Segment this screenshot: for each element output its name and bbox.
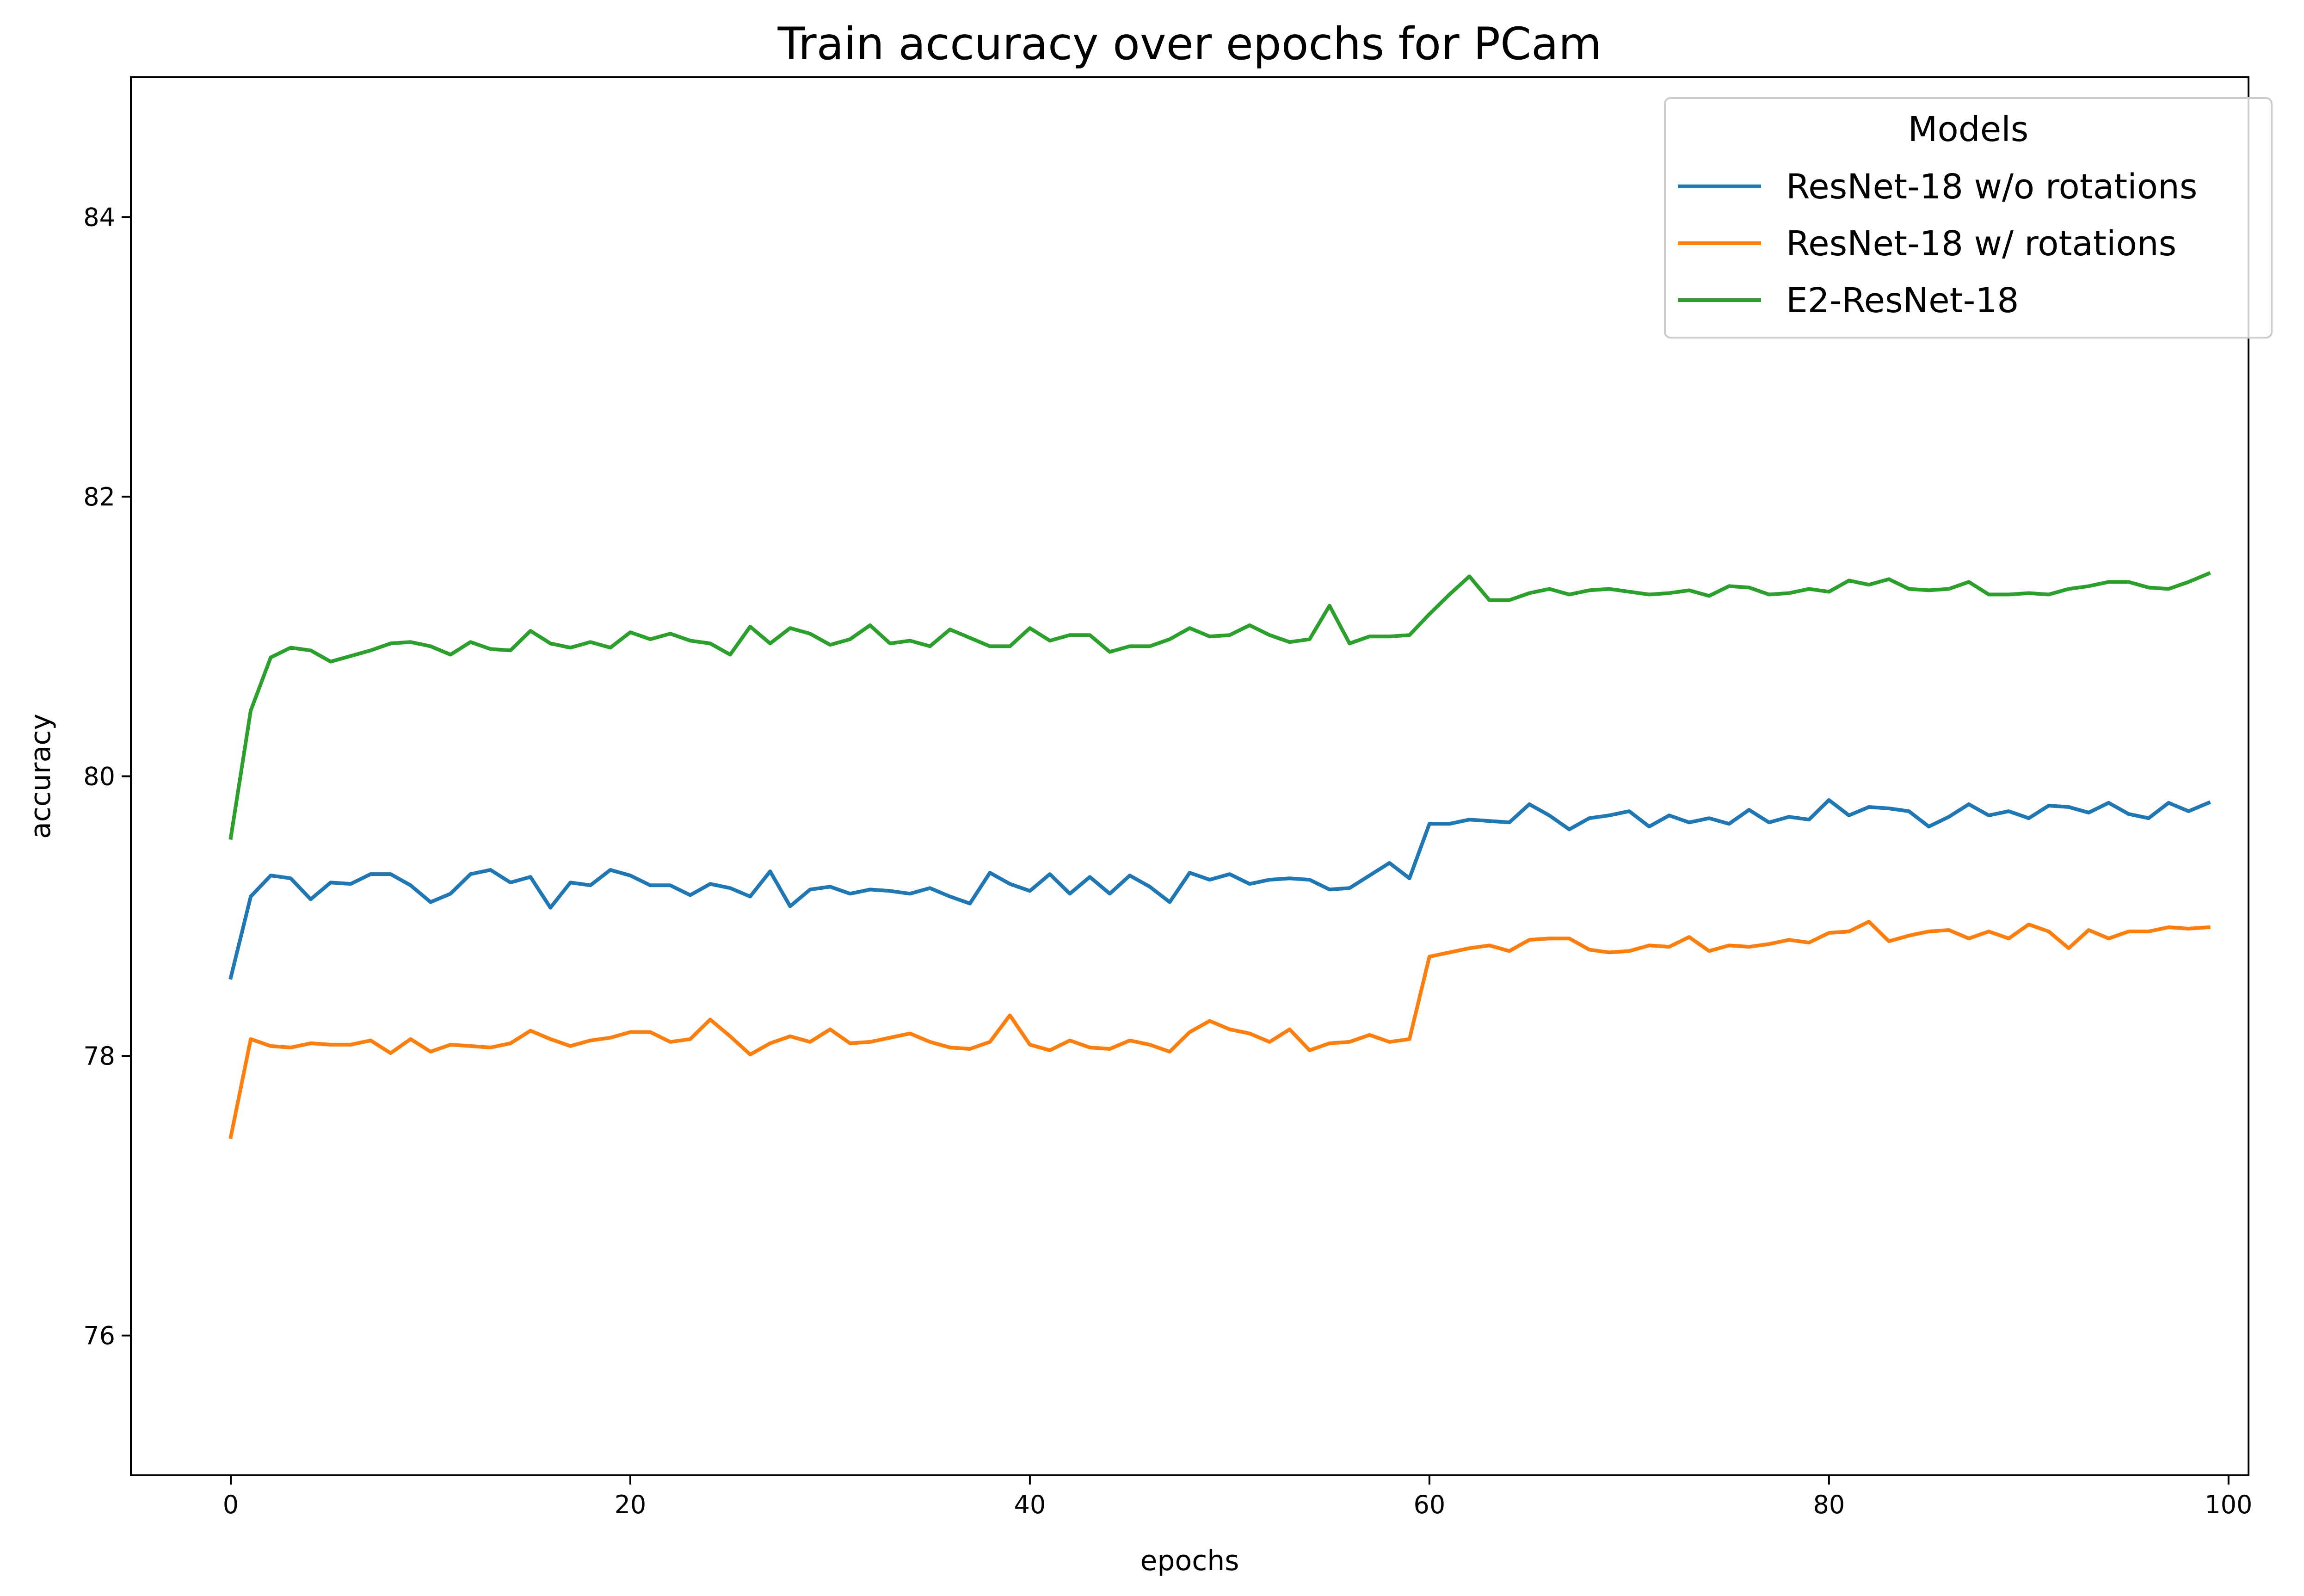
y-tick-label: 84 <box>83 203 115 232</box>
x-tick-label: 20 <box>615 1490 647 1519</box>
legend: Models ResNet-18 w/o rotationsResNet-18 … <box>1664 97 2273 339</box>
legend-box <box>1664 97 2273 339</box>
x-tick-label: 40 <box>1014 1490 1046 1519</box>
legend-label: E2-ResNet-18 <box>1786 281 2019 320</box>
x-tick-label: 0 <box>223 1490 239 1519</box>
y-tick-label: 78 <box>83 1041 115 1071</box>
y-tick-label: 76 <box>83 1321 115 1350</box>
legend-label: ResNet-18 w/o rotations <box>1786 167 2197 207</box>
chart-title: Train accuracy over epochs for PCam <box>777 18 1602 70</box>
y-axis: 76 78 80 82 84 <box>83 203 131 1350</box>
legend-items: ResNet-18 w/o rotations ResNet-18 w/ rota… <box>1678 167 2197 320</box>
x-axis: 0 20 40 60 80 100 <box>223 1475 2252 1519</box>
legend-title: Models <box>1908 110 2029 149</box>
series-line-3 <box>228 571 2211 840</box>
x-tick-label: 100 <box>2205 1490 2252 1519</box>
x-tick-label: 80 <box>1813 1490 1845 1519</box>
x-tick-label: 60 <box>1414 1490 1446 1519</box>
y-tick-label: 82 <box>83 482 115 511</box>
series-layer <box>228 571 2211 1140</box>
series-line-1 <box>228 798 2211 980</box>
y-axis-label: accuracy <box>25 714 57 839</box>
y-tick-label: 80 <box>83 762 115 791</box>
legend-label: ResNet-18 w/ rotations <box>1786 224 2176 264</box>
series-line-2 <box>228 919 2211 1140</box>
x-axis-label: epochs <box>1140 1545 1239 1577</box>
